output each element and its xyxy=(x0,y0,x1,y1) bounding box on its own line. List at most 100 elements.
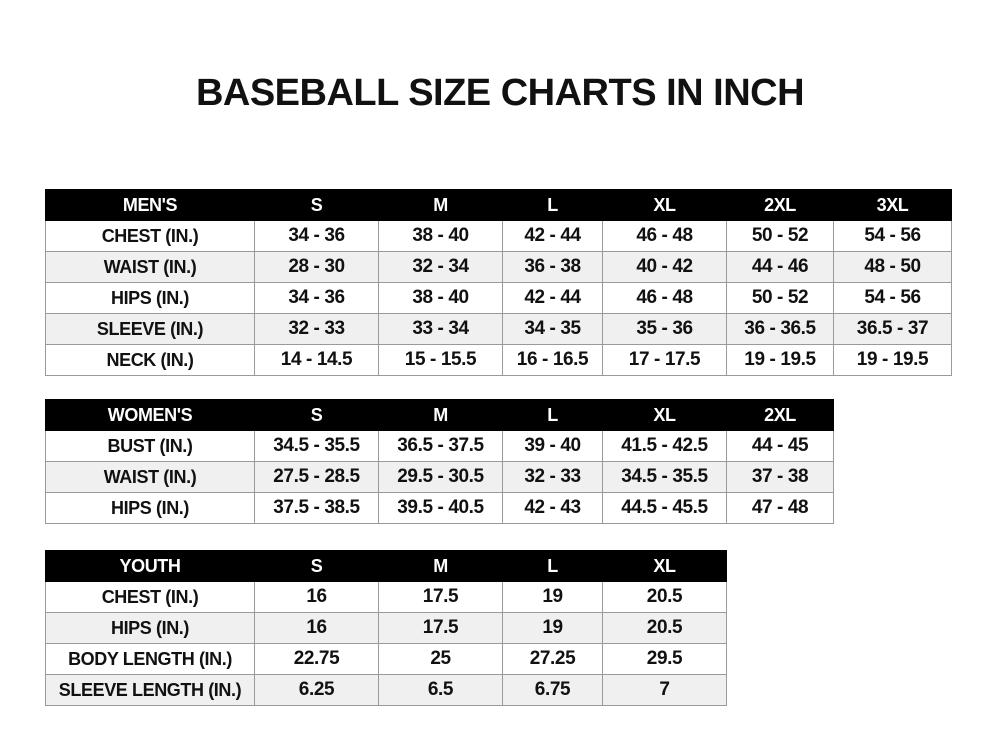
size-value-cell: 19 - 19.5 xyxy=(726,344,834,376)
size-value-cell: 7 xyxy=(602,674,727,706)
measurement-label: NECK (IN.) xyxy=(45,344,255,376)
size-value-cell: 42 - 44 xyxy=(502,220,603,252)
size-value-cell: 32 - 33 xyxy=(502,461,603,493)
size-value-cell: 20.5 xyxy=(602,612,727,644)
page-title: BASEBALL SIZE CHARTS IN INCH xyxy=(195,72,805,114)
mens-size-table: MEN'S S M L XL 2XL 3XL CHEST (IN.) 34 - 36 38 - 4… xyxy=(45,189,952,376)
size-value-cell: 19 xyxy=(502,612,603,644)
measurement-label: CHEST (IN.) xyxy=(45,581,255,613)
size-value-cell: 44.5 - 45.5 xyxy=(602,492,727,524)
size-value-cell: 34 - 35 xyxy=(502,313,603,345)
size-value-cell: 38 - 40 xyxy=(378,282,503,314)
size-value-cell: 46 - 48 xyxy=(602,220,727,252)
table-row: WAIST (IN.) 28 - 30 32 - 34 36 - 38 40 - 42 4… xyxy=(45,251,952,283)
size-value-cell: 54 - 56 xyxy=(833,220,952,252)
table-row: HIPS (IN.) 16 17.5 19 20.5 xyxy=(45,612,727,644)
measurement-label: CHEST (IN.) xyxy=(45,220,255,252)
size-value-cell: 42 - 44 xyxy=(502,282,603,314)
size-value-cell: 17.5 xyxy=(378,612,503,644)
table-row: CHEST (IN.) 34 - 36 38 - 40 42 - 44 46 - 48 5… xyxy=(45,220,952,252)
size-value-cell: 22.75 xyxy=(254,643,379,675)
size-value-cell: 35 - 36 xyxy=(602,313,727,345)
size-header: S xyxy=(254,189,379,221)
size-header: M xyxy=(378,399,503,431)
size-value-cell: 32 - 34 xyxy=(378,251,503,283)
size-value-cell: 6.5 xyxy=(378,674,503,706)
size-value-cell: 17 - 17.5 xyxy=(602,344,727,376)
size-value-cell: 28 - 30 xyxy=(254,251,379,283)
size-value-cell: 16 xyxy=(254,612,379,644)
size-value-cell: 36.5 - 37 xyxy=(833,313,952,345)
header-row: MEN'S S M L XL 2XL 3XL xyxy=(45,189,952,221)
size-value-cell: 36.5 - 37.5 xyxy=(378,430,503,462)
size-header: XL xyxy=(602,550,727,582)
size-value-cell: 50 - 52 xyxy=(726,220,834,252)
size-header: XL xyxy=(602,399,727,431)
womens-size-table: WOMEN'S S M L XL 2XL BUST (IN.) 34.5 - 35.5 36.5… xyxy=(45,399,834,524)
size-header: M xyxy=(378,189,503,221)
size-value-cell: 37 - 38 xyxy=(726,461,834,493)
size-header: XL xyxy=(602,189,727,221)
measurement-label: BUST (IN.) xyxy=(45,430,255,462)
table-title: MEN'S xyxy=(45,189,255,221)
size-value-cell: 44 - 45 xyxy=(726,430,834,462)
size-value-cell: 27.25 xyxy=(502,643,603,675)
size-header: M xyxy=(378,550,503,582)
youth-size-table: YOUTH S M L XL CHEST (IN.) 16 17.5 19 20.5 HIPS (I… xyxy=(45,550,727,706)
size-value-cell: 34 - 36 xyxy=(254,282,379,314)
size-value-cell: 48 - 50 xyxy=(833,251,952,283)
size-value-cell: 54 - 56 xyxy=(833,282,952,314)
measurement-label: SLEEVE (IN.) xyxy=(45,313,255,345)
size-value-cell: 38 - 40 xyxy=(378,220,503,252)
table-row: CHEST (IN.) 16 17.5 19 20.5 xyxy=(45,581,727,613)
size-value-cell: 34 - 36 xyxy=(254,220,379,252)
size-header: 3XL xyxy=(833,189,952,221)
size-value-cell: 36 - 38 xyxy=(502,251,603,283)
size-header: S xyxy=(254,550,379,582)
size-value-cell: 6.75 xyxy=(502,674,603,706)
size-value-cell: 47 - 48 xyxy=(726,492,834,524)
table-row: BUST (IN.) 34.5 - 35.5 36.5 - 37.5 39 - 40 4… xyxy=(45,430,834,462)
size-value-cell: 34.5 - 35.5 xyxy=(602,461,727,493)
size-value-cell: 39 - 40 xyxy=(502,430,603,462)
size-value-cell: 46 - 48 xyxy=(602,282,727,314)
measurement-label: WAIST (IN.) xyxy=(45,251,255,283)
size-value-cell: 44 - 46 xyxy=(726,251,834,283)
size-value-cell: 20.5 xyxy=(602,581,727,613)
size-value-cell: 41.5 - 42.5 xyxy=(602,430,727,462)
table-row: WAIST (IN.) 27.5 - 28.5 29.5 - 30.5 32 - 33… xyxy=(45,461,834,493)
size-header: 2XL xyxy=(726,189,834,221)
size-value-cell: 40 - 42 xyxy=(602,251,727,283)
table-row: SLEEVE LENGTH (IN.) 6.25 6.5 6.75 7 xyxy=(45,674,727,706)
size-value-cell: 16 xyxy=(254,581,379,613)
size-value-cell: 34.5 - 35.5 xyxy=(254,430,379,462)
measurement-label: BODY LENGTH (IN.) xyxy=(45,643,255,675)
size-value-cell: 15 - 15.5 xyxy=(378,344,503,376)
size-value-cell: 19 - 19.5 xyxy=(833,344,952,376)
size-value-cell: 29.5 xyxy=(602,643,727,675)
size-value-cell: 29.5 - 30.5 xyxy=(378,461,503,493)
size-header: L xyxy=(502,399,603,431)
size-value-cell: 14 - 14.5 xyxy=(254,344,379,376)
table-row: HIPS (IN.) 34 - 36 38 - 40 42 - 44 46 - 48 50… xyxy=(45,282,952,314)
size-header: L xyxy=(502,189,603,221)
table-title: WOMEN'S xyxy=(45,399,255,431)
size-value-cell: 50 - 52 xyxy=(726,282,834,314)
size-value-cell: 19 xyxy=(502,581,603,613)
size-value-cell: 33 - 34 xyxy=(378,313,503,345)
size-value-cell: 36 - 36.5 xyxy=(726,313,834,345)
header-row: WOMEN'S S M L XL 2XL xyxy=(45,399,834,431)
table-row: BODY LENGTH (IN.) 22.75 25 27.25 29.5 xyxy=(45,643,727,675)
size-value-cell: 42 - 43 xyxy=(502,492,603,524)
size-value-cell: 17.5 xyxy=(378,581,503,613)
measurement-label: HIPS (IN.) xyxy=(45,492,255,524)
table-row: NECK (IN.) 14 - 14.5 15 - 15.5 16 - 16.5 17 … xyxy=(45,344,952,376)
size-header: L xyxy=(502,550,603,582)
table-row: SLEEVE (IN.) 32 - 33 33 - 34 34 - 35 35 - 36… xyxy=(45,313,952,345)
size-value-cell: 16 - 16.5 xyxy=(502,344,603,376)
measurement-label: HIPS (IN.) xyxy=(45,612,255,644)
size-header: 2XL xyxy=(726,399,834,431)
size-header: S xyxy=(254,399,379,431)
size-value-cell: 37.5 - 38.5 xyxy=(254,492,379,524)
size-value-cell: 32 - 33 xyxy=(254,313,379,345)
